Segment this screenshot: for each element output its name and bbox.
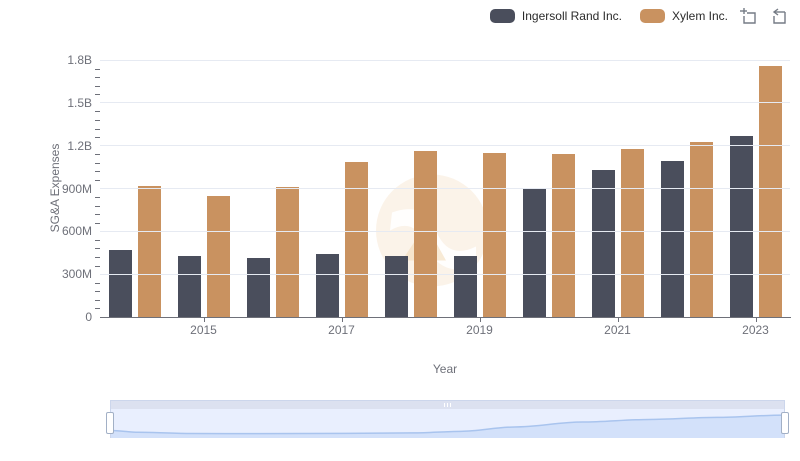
plot-area: [100, 59, 790, 317]
x-tick: [755, 318, 757, 322]
legend-item-xylem[interactable]: Xylem Inc.: [639, 9, 728, 23]
y-minor-tick: [95, 291, 100, 293]
bar-ingersoll-2020[interactable]: [522, 189, 546, 317]
x-tick: [617, 318, 619, 322]
legend: Ingersoll Rand Inc. Xylem Inc.: [489, 9, 728, 23]
bar-xylem-2019[interactable]: [482, 152, 506, 317]
data-zoom-shadow: [110, 414, 785, 438]
y-minor-tick: [95, 94, 100, 96]
y-tick-label: 1.5B: [67, 95, 92, 110]
bar-xylem-2014[interactable]: [137, 186, 161, 317]
x-axis-line: [100, 317, 791, 318]
gridline: [100, 59, 790, 61]
y-tick-label: 600M: [61, 224, 92, 239]
gridline: [100, 102, 790, 104]
zoom-restore-icon[interactable]: [768, 6, 788, 26]
data-zoom-left-handle[interactable]: [106, 412, 114, 434]
x-tick-label: 2021: [604, 323, 631, 337]
x-axis-title: Year: [432, 362, 458, 376]
y-minor-tick: [95, 77, 100, 79]
bar-ingersoll-2023[interactable]: [729, 135, 753, 317]
grip-icon: [444, 403, 445, 407]
x-tick-label: 2023: [742, 323, 769, 337]
x-tick-label: 2015: [190, 323, 217, 337]
bar-xylem-2023[interactable]: [758, 65, 782, 317]
y-minor-tick: [95, 299, 100, 301]
gridline: [100, 273, 790, 275]
bar-xylem-2016[interactable]: [275, 187, 299, 317]
y-minor-tick: [95, 119, 100, 121]
y-minor-tick: [95, 162, 100, 164]
legend-label: Xylem Inc.: [671, 9, 728, 23]
bar-ingersoll-2019[interactable]: [453, 255, 477, 317]
y-minor-tick: [95, 248, 100, 250]
grip-icon: [447, 403, 448, 407]
box-zoom-icon[interactable]: [738, 6, 758, 26]
y-minor-tick: [95, 68, 100, 70]
bar-ingersoll-2017[interactable]: [315, 254, 339, 317]
bar-xylem-2015[interactable]: [206, 195, 230, 317]
y-minor-tick: [95, 154, 100, 156]
data-zoom-move-handle[interactable]: [111, 401, 784, 409]
bar-xylem-2022[interactable]: [689, 142, 713, 317]
y-minor-tick: [95, 222, 100, 224]
bar-ingersoll-2021[interactable]: [591, 169, 615, 317]
y-tick-label: 300M: [61, 267, 92, 282]
legend-toolbox-row: Ingersoll Rand Inc. Xylem Inc.: [489, 6, 788, 26]
y-minor-tick: [95, 239, 100, 241]
y-minor-tick: [95, 179, 100, 181]
bar-ingersoll-2014[interactable]: [108, 249, 132, 317]
legend-swatch: [639, 9, 665, 23]
bar-xylem-2018[interactable]: [413, 151, 437, 317]
gridline: [100, 145, 790, 147]
gridline: [100, 188, 790, 189]
y-minor-tick: [95, 111, 100, 113]
grip-icon: [450, 403, 451, 407]
x-tick: [479, 318, 481, 322]
bar-ingersoll-2016[interactable]: [246, 258, 270, 317]
y-minor-tick: [95, 257, 100, 259]
y-minor-tick: [95, 282, 100, 284]
y-minor-tick: [95, 308, 100, 310]
x-tick-label: 2017: [328, 323, 355, 337]
bar-ingersoll-2015[interactable]: [177, 256, 201, 317]
y-tick-label: 900M: [61, 181, 92, 196]
y-tick-label: 1.2B: [67, 138, 92, 153]
data-zoom-slider[interactable]: [106, 400, 789, 438]
legend-item-ingersoll[interactable]: Ingersoll Rand Inc.: [489, 9, 622, 23]
legend-label: Ingersoll Rand Inc.: [521, 9, 622, 23]
y-minor-tick: [95, 214, 100, 216]
bar-xylem-2017[interactable]: [344, 162, 368, 317]
y-minor-tick: [95, 171, 100, 173]
y-minor-tick: [95, 128, 100, 130]
bar-xylem-2021[interactable]: [620, 149, 644, 317]
bar-xylem-2020[interactable]: [551, 154, 575, 317]
y-tick-label: 1.8B: [67, 53, 92, 67]
legend-swatch: [489, 9, 515, 23]
y-minor-tick: [95, 205, 100, 207]
data-zoom-track[interactable]: [110, 409, 785, 438]
bar-ingersoll-2022[interactable]: [660, 160, 684, 317]
y-minor-tick: [95, 197, 100, 199]
gridline: [100, 230, 790, 232]
y-minor-tick: [95, 137, 100, 139]
x-tick: [341, 318, 343, 322]
x-tick-label: 2019: [466, 323, 493, 337]
data-zoom-right-handle[interactable]: [781, 412, 789, 434]
y-minor-tick: [95, 265, 100, 267]
y-tick-label: 0: [85, 310, 92, 324]
bar-ingersoll-2018[interactable]: [384, 255, 408, 317]
y-minor-tick: [95, 85, 100, 87]
x-tick: [203, 318, 205, 322]
